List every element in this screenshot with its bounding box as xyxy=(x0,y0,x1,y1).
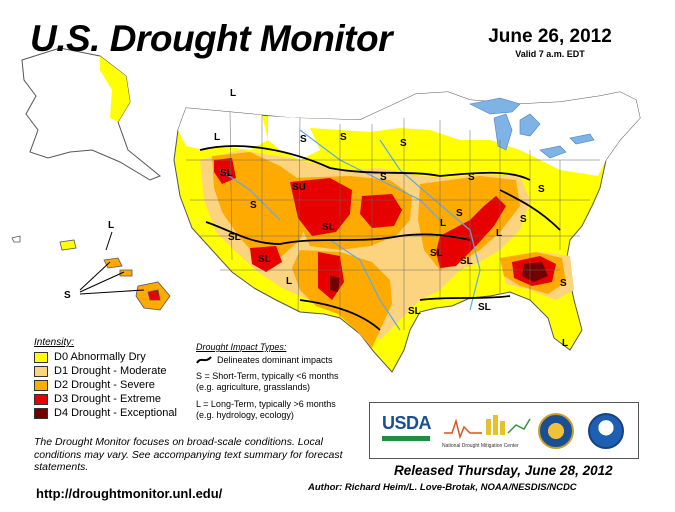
impact-short-line1: S = Short-Term, typically <6 months xyxy=(196,371,339,381)
legend-label-d1: D1 Drought - Moderate xyxy=(54,365,167,377)
impact-long-line1: L = Long-Term, typically >6 months xyxy=(196,399,336,409)
hawaii xyxy=(11,235,171,311)
no-drought-montana xyxy=(268,116,320,160)
impact-short-line2: (e.g. agriculture, grasslands) xyxy=(196,382,311,392)
legend-swatch-d0 xyxy=(34,351,48,363)
label-sl: SL xyxy=(322,222,335,233)
label-sl: SL xyxy=(228,232,241,243)
legend-item-d4: D4 Drought - Exceptional xyxy=(34,406,204,420)
alaska-d0 xyxy=(100,56,130,122)
legend-item-d2: D2 Drought - Severe xyxy=(34,378,204,392)
impact-boundaries xyxy=(199,145,561,331)
label-l: L xyxy=(562,338,568,349)
great-lakes xyxy=(469,97,595,159)
intensity-legend: Intensity: D0 Abnormally Dry D1 Drought … xyxy=(34,337,204,420)
label-s: S xyxy=(560,278,567,289)
legend-swatch-d2 xyxy=(34,379,48,391)
website-url[interactable]: http://droughtmonitor.unl.edu/ xyxy=(36,486,223,501)
label-sl: SL xyxy=(220,168,233,179)
label-sl: SL xyxy=(460,256,473,267)
legend-label-d3: D3 Drought - Extreme xyxy=(54,393,161,405)
legend-title: Intensity: xyxy=(34,337,75,348)
disclaimer-note: The Drought Monitor focuses on broad-sca… xyxy=(34,436,343,473)
label-s: S xyxy=(340,132,347,143)
ndmc-logo: National Drought Mitigation Center xyxy=(442,411,532,453)
usda-logo-text: USDA xyxy=(382,413,432,433)
legend-label-d0: D0 Abnormally Dry xyxy=(54,351,146,363)
label-l: L xyxy=(230,88,236,99)
commerce-seal-icon xyxy=(538,413,574,449)
ndmc-graph-icon xyxy=(444,415,531,440)
release-date: Released Thursday, June 28, 2012 xyxy=(394,463,613,478)
map-date: June 26, 2012 xyxy=(488,26,612,47)
author-credit: Author: Richard Heim/L. Love-Brotak, NOA… xyxy=(308,482,577,493)
legend-item-d1: D1 Drought - Moderate xyxy=(34,364,204,378)
legend-swatch-d3 xyxy=(34,393,48,405)
state-boundaries xyxy=(186,111,600,330)
d4-georgia xyxy=(522,262,548,282)
usda-logo: USDA xyxy=(382,413,432,441)
legend-item-d0: D0 Abnormally Dry xyxy=(34,350,204,364)
impact-labels: SL SU SL SL SL SL SL SL SL S S S S S S S… xyxy=(64,88,568,349)
rivers xyxy=(219,129,481,331)
label-s: S xyxy=(64,290,71,301)
impact-long-term: L = Long-Term, typically >6 months (e.g.… xyxy=(196,399,366,421)
impact-short-term: S = Short-Term, typically <6 months (e.g… xyxy=(196,371,366,393)
label-l: L xyxy=(440,218,446,229)
label-l: L xyxy=(496,228,502,239)
label-s: S xyxy=(400,138,407,149)
partner-logos: USDA National Drought Mitigation Center xyxy=(369,402,639,459)
label-sl: SL xyxy=(430,248,443,259)
alaska xyxy=(21,47,161,181)
label-s: S xyxy=(456,208,463,219)
impact-title: Drought Impact Types: xyxy=(196,342,287,352)
ndmc-logo-text: National Drought Mitigation Center xyxy=(442,443,519,449)
d3-kansas xyxy=(360,194,402,228)
label-s: S xyxy=(538,184,545,195)
noaa-seal-icon xyxy=(588,413,624,449)
impact-delineates-text: Delineates dominant impacts xyxy=(217,355,333,365)
no-drought-northwest xyxy=(178,108,268,150)
legend-swatch-d4 xyxy=(34,407,48,419)
hawaii-pointer-lines xyxy=(79,231,145,295)
impact-legend: Drought Impact Types: Delineates dominan… xyxy=(196,342,366,427)
usda-logo-bar xyxy=(382,436,430,441)
impact-long-line2: (e.g. hydrology, ecology) xyxy=(196,410,294,420)
label-sl: SL xyxy=(478,302,491,313)
label-s: S xyxy=(380,172,387,183)
d3-utah-colorado xyxy=(290,178,352,236)
label-s: S xyxy=(520,214,527,225)
d3-new-mexico xyxy=(250,246,282,272)
valid-time: Valid 7 a.m. EDT xyxy=(515,49,585,59)
date-block: June 26, 2012 Valid 7 a.m. EDT xyxy=(470,26,630,59)
legend-swatch-d1 xyxy=(34,365,48,377)
label-s: S xyxy=(250,200,257,211)
label-l: L xyxy=(108,220,114,231)
label-s: S xyxy=(300,134,307,145)
impact-line-icon xyxy=(196,356,212,364)
label-sl: SL xyxy=(258,254,271,265)
label-l: L xyxy=(286,276,292,287)
label-su: SU xyxy=(292,182,306,193)
label-l: L xyxy=(214,132,220,143)
label-s: S xyxy=(468,172,475,183)
impact-delineates-row: Delineates dominant impacts xyxy=(196,355,366,365)
label-sl: SL xyxy=(408,306,421,317)
legend-item-d3: D3 Drought - Extreme xyxy=(34,392,204,406)
legend-label-d2: D2 Drought - Severe xyxy=(54,379,155,391)
legend-label-d4: D4 Drought - Exceptional xyxy=(54,407,177,419)
d4-texas xyxy=(330,276,340,292)
map-title: U.S. Drought Monitor xyxy=(30,18,393,59)
